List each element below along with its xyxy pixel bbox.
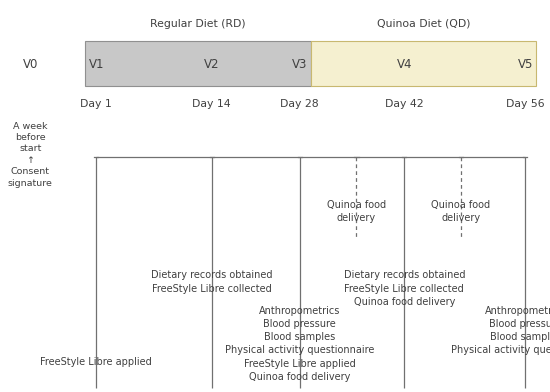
Text: Anthropometrics
Blood pressure
Blood samples
Physical activity questionnaire: Anthropometrics Blood pressure Blood sam… [450,306,550,356]
Text: V3: V3 [292,58,307,71]
Text: V0: V0 [23,58,38,71]
Text: Dietary records obtained
FreeStyle Libre collected
Quinoa food delivery: Dietary records obtained FreeStyle Libre… [344,270,465,307]
Text: V4: V4 [397,58,412,71]
Text: Regular Diet (RD): Regular Diet (RD) [150,18,246,29]
Text: V2: V2 [204,58,219,71]
Text: Day 28: Day 28 [280,99,319,109]
Text: Day 14: Day 14 [192,99,231,109]
Text: Quinoa food
delivery: Quinoa food delivery [327,200,386,223]
Text: Day 56: Day 56 [506,99,544,109]
Text: Dietary records obtained
FreeStyle Libre collected: Dietary records obtained FreeStyle Libre… [151,270,272,294]
Text: Day 42: Day 42 [385,99,424,109]
Text: Anthropometrics
Blood pressure
Blood samples
Physical activity questionnaire
Fre: Anthropometrics Blood pressure Blood sam… [225,306,375,382]
Bar [311,41,536,86]
Text: Day 1: Day 1 [80,99,112,109]
Text: FreeStyle Libre applied: FreeStyle Libre applied [40,356,152,367]
Bar [85,41,311,86]
Text: A week
before
start
↑
Consent
signature: A week before start ↑ Consent signature [8,122,53,188]
Text: V1: V1 [89,58,104,71]
Text: Quinoa food
delivery: Quinoa food delivery [431,200,491,223]
Text: Quinoa Diet (QD): Quinoa Diet (QD) [377,18,470,29]
Text: V5: V5 [518,58,533,71]
